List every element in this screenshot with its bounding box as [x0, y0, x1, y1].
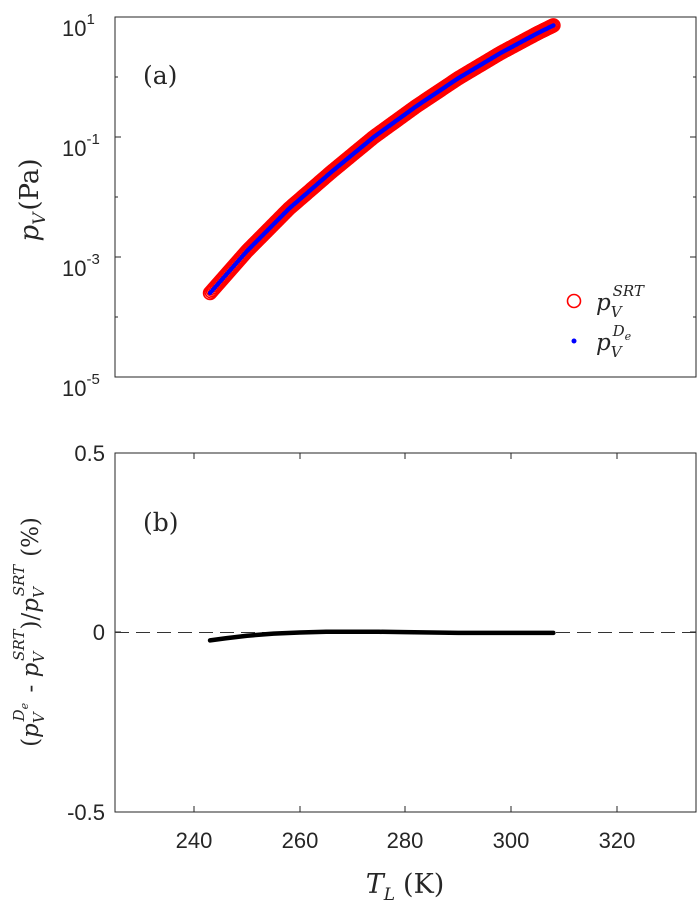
legend-marker-srt — [566, 293, 582, 309]
legend-label-srt: pVSRT — [596, 282, 645, 321]
legend-marker-de — [571, 338, 577, 344]
panel-a-ytick-label: 10-1 — [62, 131, 100, 161]
panel-a-ylabel: pV(Pa) — [15, 158, 50, 241]
panel-b-xtick-label: 300 — [493, 828, 530, 853]
panel-b-ytick-label: 0.5 — [74, 441, 105, 466]
panel-b-ytick-label: -0.5 — [67, 800, 105, 825]
srt-marker — [546, 18, 561, 33]
de-marker — [551, 23, 556, 28]
panel-a-series-de — [207, 23, 556, 296]
legend-label-de: pVDe — [596, 322, 632, 361]
panel-b-xtick-label: 260 — [282, 828, 319, 853]
panel-b-label: (b) — [143, 508, 179, 537]
panel-a: 101 10-1 10-3 10-5 pV(Pa) (a) pVSRT pVDe — [15, 11, 697, 401]
panel-b-xlabel: TL (K) — [366, 869, 445, 905]
panel-a-axes-box — [114, 16, 697, 378]
panel-b-ytick-label: 0 — [93, 620, 105, 645]
panel-b-xtick-label: 240 — [176, 828, 213, 853]
panel-a-ytick-label: 101 — [62, 11, 95, 41]
panel-a-ytick-label: 10-3 — [62, 251, 100, 281]
panel-a-legend: pVSRT pVDe — [566, 282, 645, 361]
panel-b: 240 260 280 300 320 0.5 0 -0.5 TL (K) (pV… — [10, 441, 697, 905]
panel-b-ylabel: (pVDe - pVSRT)/pVSRT(%) — [10, 517, 48, 747]
panel-b-xtick-label: 280 — [387, 828, 424, 853]
panel-b-difference-series — [207, 629, 556, 643]
panel-a-label: (a) — [143, 61, 177, 90]
panel-a-series-srt — [202, 18, 561, 301]
panel-b-xtick-label: 320 — [599, 828, 636, 853]
panel-a-ytick-marks — [115, 16, 696, 378]
panel-a-ytick-label: 10-5 — [62, 371, 100, 401]
